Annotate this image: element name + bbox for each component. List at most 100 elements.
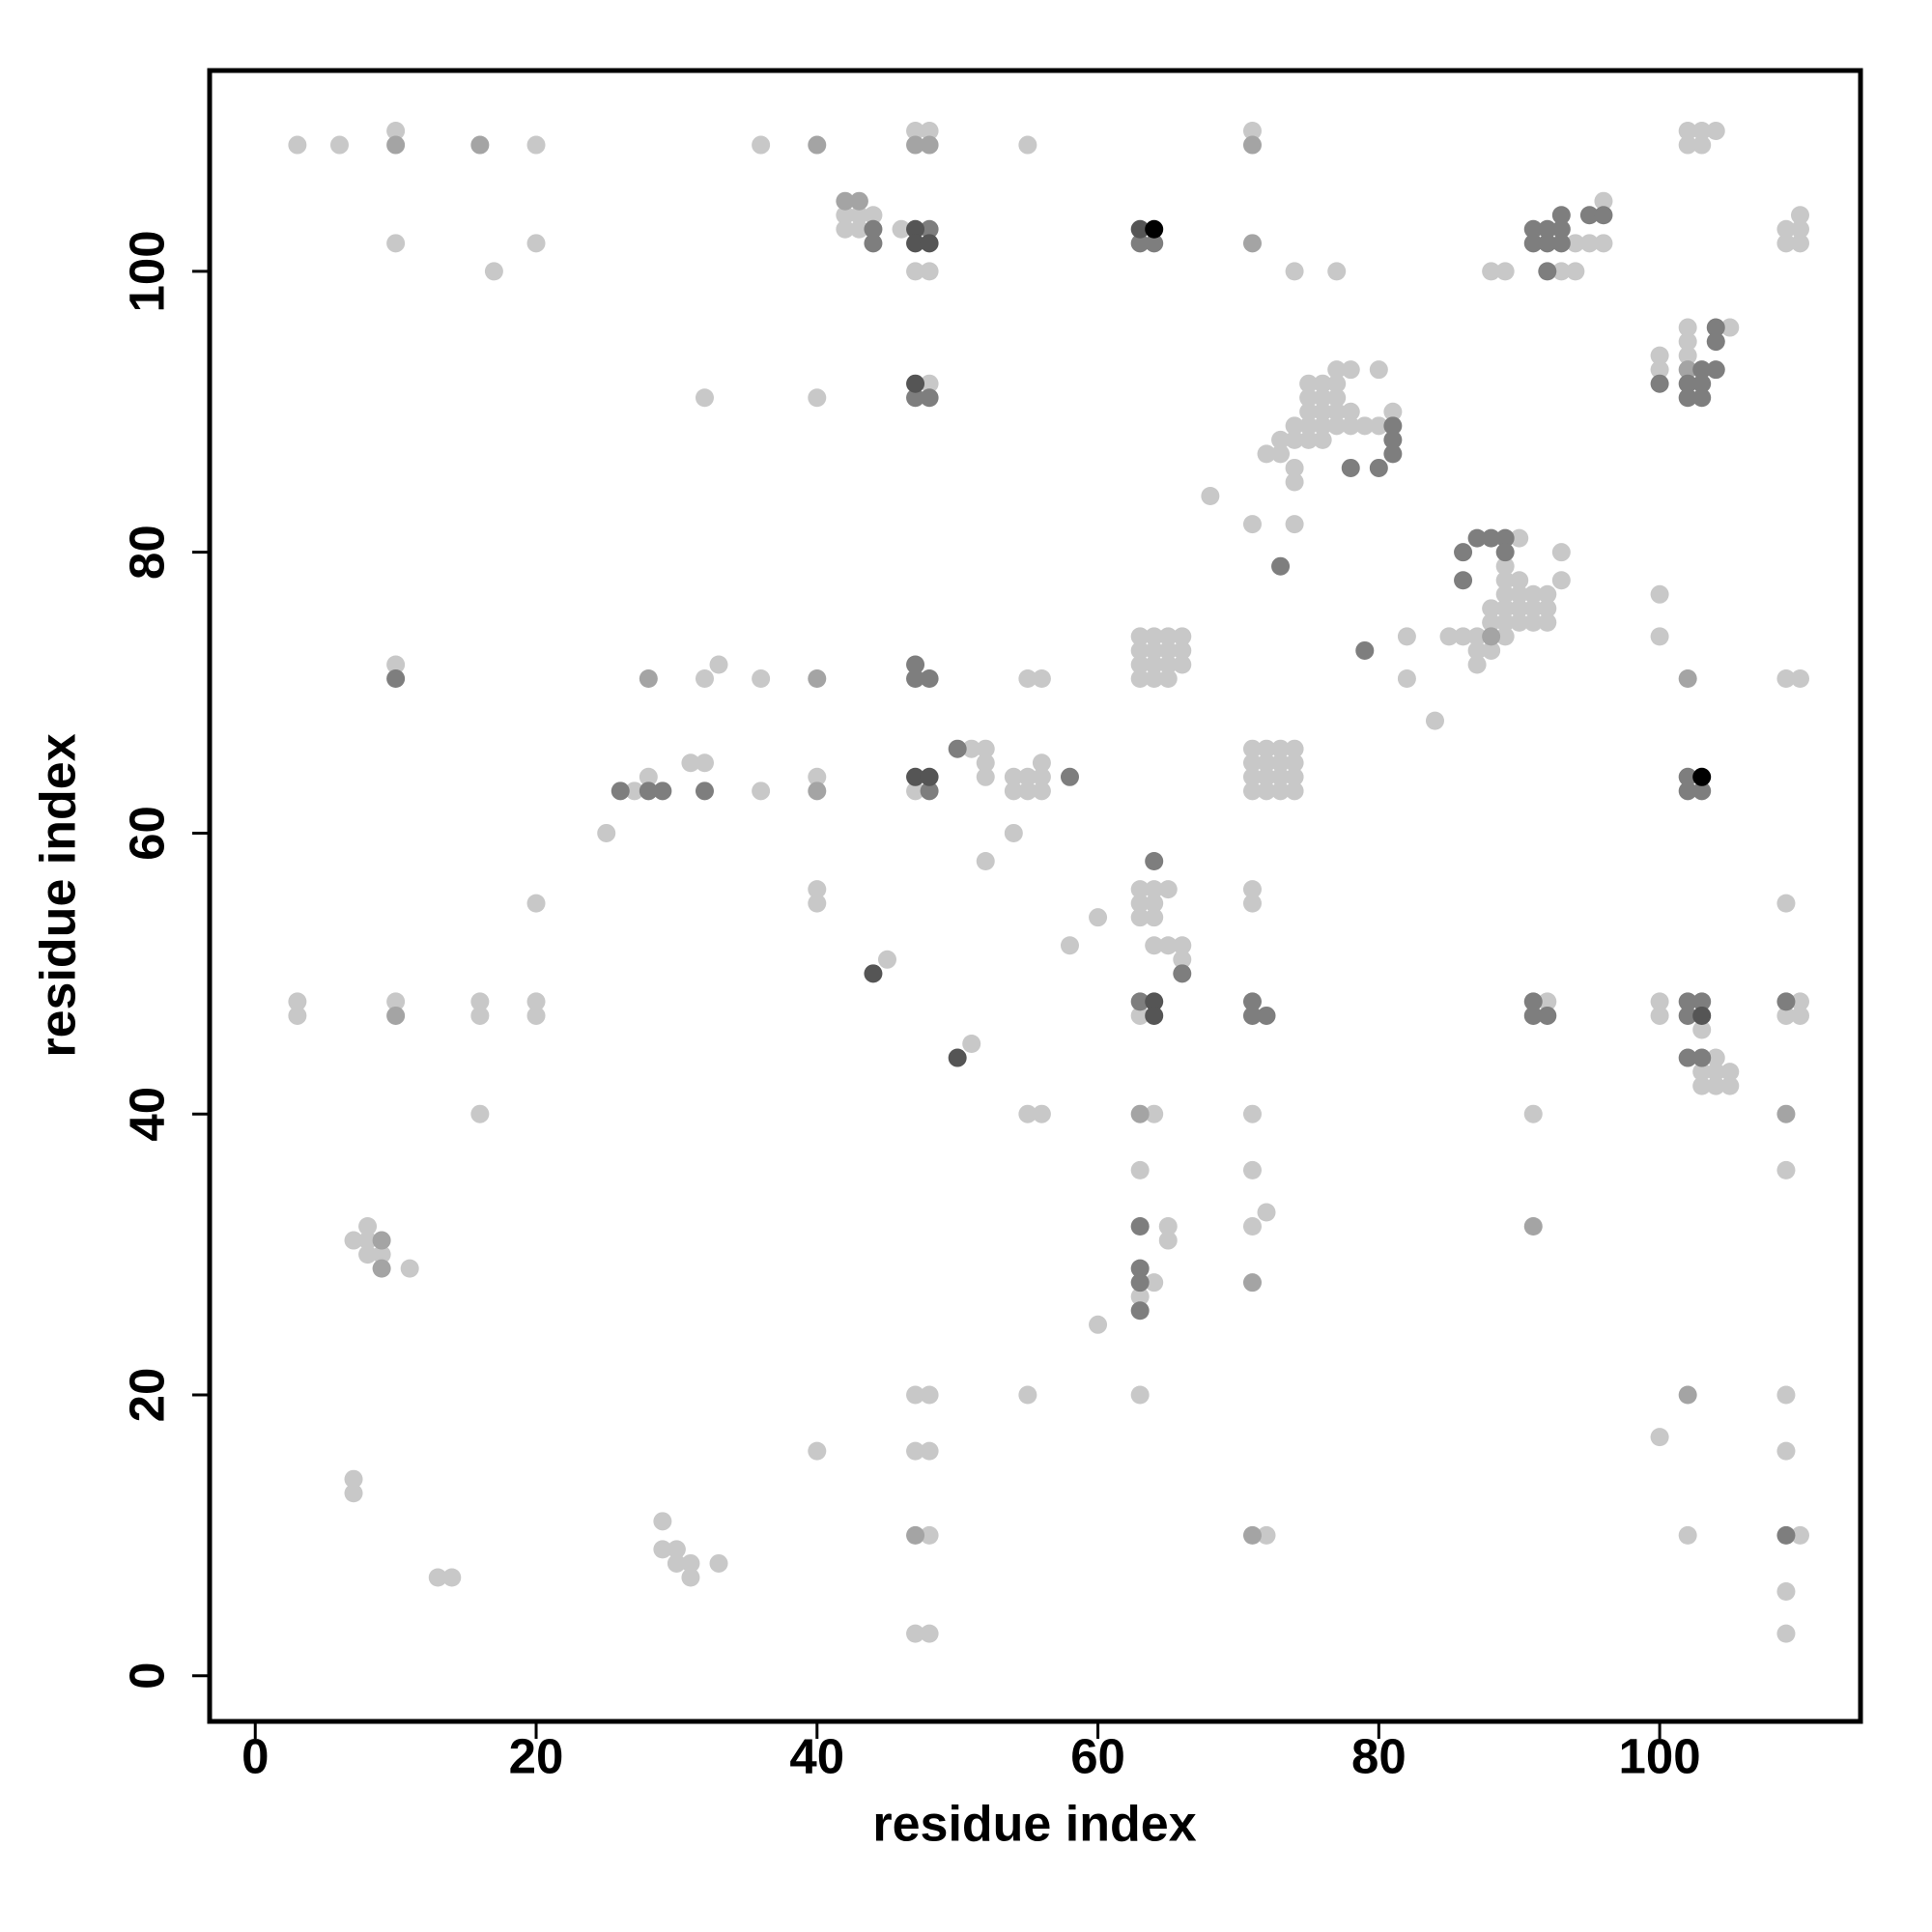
point [1271,556,1291,576]
point [920,1385,939,1405]
point [1495,528,1515,548]
point [400,1259,419,1278]
point [1790,1525,1809,1545]
point [484,262,503,281]
point [920,374,939,393]
point [1439,627,1459,646]
x-tick-label: 80 [1351,1728,1406,1783]
point [906,219,925,239]
point [1242,122,1262,141]
point [1130,234,1150,253]
point [849,191,868,211]
point [358,1231,378,1250]
point [836,191,855,211]
point [1467,655,1487,674]
point [1454,571,1473,590]
point [1285,739,1304,758]
point [1678,374,1697,393]
point [1523,584,1543,604]
point [920,1624,939,1643]
point [1130,1259,1150,1278]
point [470,1104,490,1123]
point [1032,1104,1051,1123]
point [1790,992,1809,1011]
y-tick-label: 60 [119,806,174,861]
point [1551,262,1571,281]
point [1397,627,1416,646]
point [1355,416,1375,436]
point [906,655,925,674]
point [1482,262,1501,281]
x-tick-label: 20 [509,1728,564,1783]
point [1130,1006,1150,1025]
point [1650,1428,1669,1447]
point [1790,234,1809,253]
point [1369,416,1388,436]
point [1242,515,1262,534]
x-tick-label: 0 [242,1728,269,1783]
point [1145,219,1164,239]
point [1130,1160,1150,1179]
point [1790,669,1809,689]
x-tick-label: 100 [1619,1728,1701,1783]
plot-frame [207,68,1863,1724]
point [358,1245,378,1264]
point [1495,556,1515,576]
point [1145,1006,1164,1025]
point [1692,1048,1712,1067]
point [1482,528,1501,548]
point [1257,739,1276,758]
point [808,880,827,899]
point [288,1006,307,1025]
point [1130,669,1150,689]
point [906,374,925,393]
point [1299,430,1319,449]
point [1538,1006,1557,1025]
point [1720,318,1740,337]
point [1130,1273,1150,1293]
point [906,781,925,801]
point [1130,908,1150,927]
point [808,669,827,689]
point [1678,122,1697,141]
point [695,753,714,773]
point [1495,599,1515,618]
point [1551,206,1571,225]
point [372,1259,391,1278]
point [920,1441,939,1461]
point [1201,487,1220,506]
point [1242,1217,1262,1236]
point [1678,1385,1697,1405]
point [1018,767,1037,786]
point [1776,992,1796,1011]
point [752,669,771,689]
point [526,1006,546,1025]
point [1678,1048,1697,1067]
point [1678,360,1697,380]
point [1242,1104,1262,1123]
point [836,206,855,225]
point [1454,627,1473,646]
point [1341,402,1360,421]
point [1706,122,1725,141]
point [1650,360,1669,380]
point [808,894,827,913]
point [836,219,855,239]
point [288,135,307,155]
point [1650,584,1669,604]
point [1327,262,1347,281]
point [1242,1160,1262,1179]
point [1594,234,1613,253]
point [864,234,883,253]
point [1327,416,1347,436]
point [1145,880,1164,899]
point [1130,1104,1150,1123]
point [1369,458,1388,477]
point [1551,234,1571,253]
y-tick-label: 80 [119,525,174,580]
point [1538,262,1557,281]
point [329,135,349,155]
point [1650,627,1669,646]
point [1551,219,1571,239]
point [976,852,995,871]
